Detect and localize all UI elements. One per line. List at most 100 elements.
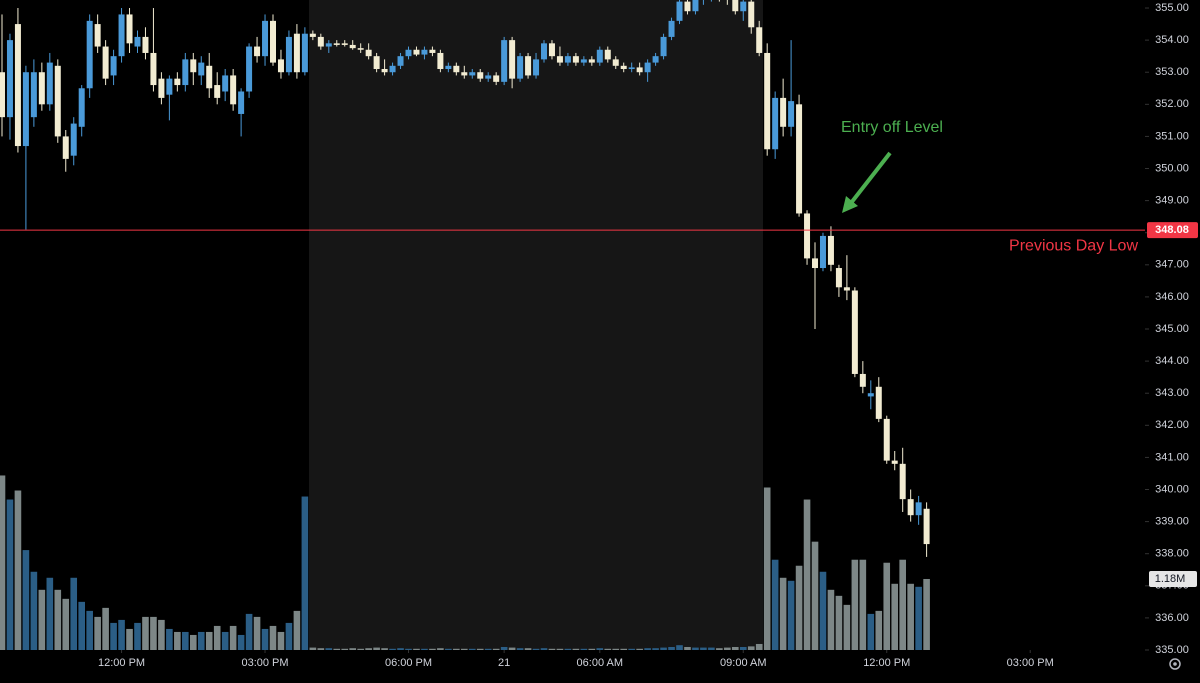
- x-tick-label: 06:00 PM: [385, 657, 432, 669]
- candle-body: [309, 33, 316, 37]
- candle-body: [819, 235, 826, 269]
- candle-body: [158, 78, 165, 98]
- volume-bar: [182, 631, 189, 650]
- volume-bar: [205, 631, 213, 650]
- candle-body: [214, 85, 221, 98]
- candle-body: [134, 36, 141, 47]
- candle-body: [325, 43, 332, 47]
- volume-bar: [0, 475, 6, 650]
- candle-body: [174, 78, 181, 86]
- volume-bar: [867, 613, 875, 650]
- volume-bar: [564, 648, 572, 650]
- volume-bar: [915, 586, 922, 650]
- volume-bar: [875, 610, 883, 650]
- candle-body: [660, 36, 667, 57]
- candle-body: [756, 27, 763, 53]
- volume-bar: [588, 648, 596, 650]
- volume-bar: [692, 647, 699, 650]
- candle-body: [501, 40, 508, 82]
- volume-layer: [0, 475, 930, 650]
- candle-body: [732, 0, 739, 12]
- candle-body: [62, 136, 69, 159]
- candle-body: [102, 46, 109, 79]
- volume-label-box: [1149, 570, 1197, 587]
- volume-bar: [700, 647, 707, 650]
- candle-body: [437, 52, 444, 70]
- candle-body: [812, 258, 819, 269]
- candle-body: [612, 59, 619, 66]
- candle-body: [509, 40, 516, 79]
- volume-bar: [333, 648, 341, 650]
- volume-bar: [30, 571, 38, 650]
- candle-body: [110, 56, 117, 76]
- candle-body: [772, 97, 779, 150]
- volume-bar: [46, 577, 54, 650]
- candle-body: [198, 62, 205, 76]
- candle-body: [517, 56, 524, 79]
- volume-bar: [620, 648, 628, 650]
- candle-body: [285, 36, 292, 73]
- candle-body: [357, 48, 364, 50]
- candle-body: [891, 460, 898, 464]
- candle-body: [556, 56, 563, 63]
- volume-bar: [644, 648, 651, 650]
- candle-body: [692, 0, 699, 12]
- candle-body: [596, 49, 603, 63]
- candle-body: [405, 49, 412, 57]
- volume-bar: [54, 589, 62, 650]
- volume-bar: [771, 559, 779, 650]
- candle-body: [30, 72, 37, 118]
- volume-bar: [779, 577, 787, 650]
- volume-bar: [325, 648, 333, 650]
- candle-body: [843, 287, 850, 291]
- volume-bar: [883, 562, 891, 650]
- candle-body: [572, 56, 579, 63]
- candle-body: [915, 502, 922, 516]
- candle-body: [381, 69, 388, 73]
- volume-bar: [739, 646, 747, 650]
- candle-body: [22, 72, 29, 147]
- volume-bar: [349, 648, 357, 650]
- volume-bar: [70, 577, 78, 650]
- candle-body: [796, 104, 803, 214]
- candle-body: [493, 75, 500, 82]
- candle-body: [883, 418, 890, 461]
- volume-bar: [803, 499, 811, 650]
- y-tick-label: 355.00: [1155, 2, 1189, 14]
- volume-bar: [453, 648, 460, 650]
- volume-bar: [293, 610, 301, 650]
- volume-bar: [636, 648, 643, 650]
- candle-body: [0, 72, 5, 118]
- y-tick-label: 353.00: [1155, 66, 1189, 78]
- y-tick-label: 352.00: [1155, 98, 1189, 110]
- candle-body: [54, 65, 61, 137]
- candle-body: [349, 44, 356, 49]
- candle-body: [541, 43, 548, 60]
- volume-bar: [86, 610, 93, 650]
- candle-body: [453, 65, 460, 73]
- volume-bar: [835, 595, 843, 650]
- candle-body: [676, 1, 683, 21]
- volume-bar: [811, 541, 819, 650]
- level-label: 348.08: [1155, 224, 1189, 236]
- volume-bar: [572, 648, 580, 650]
- volume-bar: [508, 647, 516, 650]
- settings-icon[interactable]: [1169, 658, 1181, 670]
- y-tick-label: 340.00: [1155, 483, 1189, 495]
- candle-body: [652, 56, 659, 63]
- volume-bar: [755, 643, 763, 650]
- volume-bar: [859, 559, 867, 650]
- volume-bar: [596, 648, 604, 650]
- candle-body: [477, 72, 484, 79]
- volume-bar: [397, 648, 404, 650]
- extended-hours-shade: [309, 0, 763, 650]
- volume-bar: [341, 648, 349, 650]
- candle-body: [620, 65, 627, 70]
- volume-bar: [923, 578, 930, 650]
- y-tick-label: 349.00: [1155, 195, 1189, 207]
- volume-bar: [110, 622, 117, 650]
- volume-bar: [221, 631, 229, 650]
- candle-body: [222, 75, 229, 92]
- y-tick-label: 339.00: [1155, 516, 1189, 528]
- candle-body: [118, 14, 125, 57]
